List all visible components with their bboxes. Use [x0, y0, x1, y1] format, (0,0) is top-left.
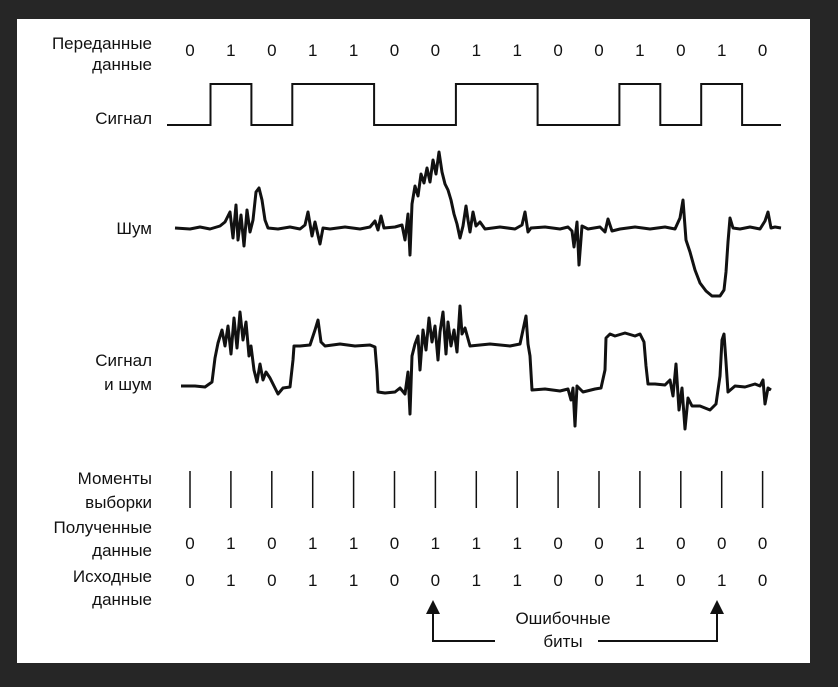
original-bits-row: 0 1 0 1 1 0 0 1 1 0 0 1 0 1 0 — [185, 571, 767, 590]
sampling-ticks — [189, 471, 764, 508]
received-bit: 1 — [349, 534, 358, 553]
received-bit: 0 — [594, 534, 603, 553]
sampling-label-line2: выборки — [85, 493, 152, 512]
sampling-label-line1: Моменты — [78, 469, 152, 488]
original-bit: 1 — [349, 571, 358, 590]
transmitted-label-line1: Переданные — [52, 34, 152, 53]
received-label-line2: данные — [92, 541, 152, 560]
signal-label: Сигнал — [95, 109, 152, 128]
noise-label: Шум — [116, 219, 152, 238]
transmitted-bits-row: 0 1 0 1 1 0 0 1 1 0 0 1 0 1 0 — [185, 41, 767, 60]
signal-waveform — [167, 83, 781, 126]
transmitted-bit: 0 — [267, 41, 276, 60]
transmitted-bit: 0 — [431, 41, 440, 60]
error-bits-annotation: Ошибочные биты — [426, 600, 724, 651]
received-bits-row: 0 1 0 1 1 0 1 1 1 0 0 1 0 0 0 — [185, 534, 767, 553]
error-bracket-line — [432, 612, 718, 642]
transmitted-bit: 1 — [472, 41, 481, 60]
original-bit: 1 — [308, 571, 317, 590]
received-bit: 0 — [185, 534, 194, 553]
noise-signal-diagram: Переданные данные Сигнал Шум Сигнал и шу… — [52, 34, 782, 651]
original-label-line2: данные — [92, 590, 152, 609]
received-bit: 1 — [308, 534, 317, 553]
original-bit: 0 — [553, 571, 562, 590]
original-bit: 0 — [431, 571, 440, 590]
transmitted-bit: 1 — [717, 41, 726, 60]
original-bit: 1 — [226, 571, 235, 590]
transmitted-bit: 1 — [308, 41, 317, 60]
signal-noise-label-line1: Сигнал — [95, 351, 152, 370]
signal-noise-label-line2: и шум — [104, 375, 152, 394]
transmitted-bit: 0 — [390, 41, 399, 60]
received-bit: 0 — [758, 534, 767, 553]
received-bit: 1 — [635, 534, 644, 553]
original-bit: 1 — [717, 571, 726, 590]
transmitted-bit: 1 — [226, 41, 235, 60]
transmitted-bit: 1 — [349, 41, 358, 60]
received-bit: 1 — [431, 534, 440, 553]
transmitted-bit: 0 — [676, 41, 685, 60]
transmitted-bit: 1 — [635, 41, 644, 60]
original-label-line1: Исходные — [73, 567, 152, 586]
original-bit: 0 — [594, 571, 603, 590]
received-bit: 0 — [553, 534, 562, 553]
original-bit: 0 — [676, 571, 685, 590]
transmitted-bit: 0 — [185, 41, 194, 60]
transmitted-bit: 1 — [512, 41, 521, 60]
received-bit: 0 — [717, 534, 726, 553]
received-label-line1: Полученные — [54, 518, 152, 537]
transmitted-bit: 0 — [758, 41, 767, 60]
original-bit: 1 — [472, 571, 481, 590]
transmitted-label-line2: данные — [92, 55, 152, 74]
signal-noise-waveform — [181, 304, 772, 431]
error-bits-label-line2: биты — [543, 632, 582, 651]
error-arrow-left — [426, 600, 440, 614]
original-bit: 1 — [635, 571, 644, 590]
original-bit: 1 — [512, 571, 521, 590]
received-bit: 1 — [512, 534, 521, 553]
received-bit: 0 — [676, 534, 685, 553]
original-bit: 0 — [390, 571, 399, 590]
original-bit: 0 — [267, 571, 276, 590]
received-bit: 1 — [472, 534, 481, 553]
transmitted-bit: 0 — [594, 41, 603, 60]
error-arrow-right — [710, 600, 724, 614]
received-bit: 0 — [390, 534, 399, 553]
noise-waveform — [174, 150, 782, 298]
original-bit: 0 — [758, 571, 767, 590]
original-bit: 0 — [185, 571, 194, 590]
received-bit: 1 — [226, 534, 235, 553]
received-bit: 0 — [267, 534, 276, 553]
transmitted-bit: 0 — [553, 41, 562, 60]
figure-panel: Переданные данные Сигнал Шум Сигнал и шу… — [17, 19, 810, 663]
error-bits-label-line1: Ошибочные — [515, 609, 610, 628]
